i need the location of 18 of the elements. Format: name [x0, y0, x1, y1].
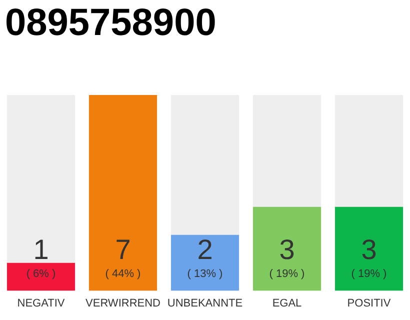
- x-tick-label: UNBEKANNTE: [167, 297, 243, 310]
- x-tick-label: VERWIRREND: [86, 297, 161, 310]
- annotation: ( 19% ): [269, 268, 305, 280]
- annotation: ( 19% ): [351, 268, 387, 280]
- bar: [170, 234, 240, 291]
- x-tick-label: NEGATIV: [17, 297, 66, 310]
- annotation: ( 13% ): [187, 268, 223, 280]
- annotation: ( 44% ): [105, 268, 141, 280]
- data-label: 3: [279, 234, 295, 265]
- annotation: ( 6% ): [26, 268, 56, 280]
- bar: [6, 262, 76, 291]
- data-label: 7: [115, 234, 131, 265]
- chart-title: 0895758900: [5, 1, 216, 46]
- data-label: 2: [197, 234, 213, 265]
- data-label: 1: [33, 234, 49, 265]
- data-label: 3: [361, 234, 377, 265]
- x-tick-label: EGAL: [272, 297, 302, 310]
- x-tick-label: POSITIV: [347, 297, 392, 310]
